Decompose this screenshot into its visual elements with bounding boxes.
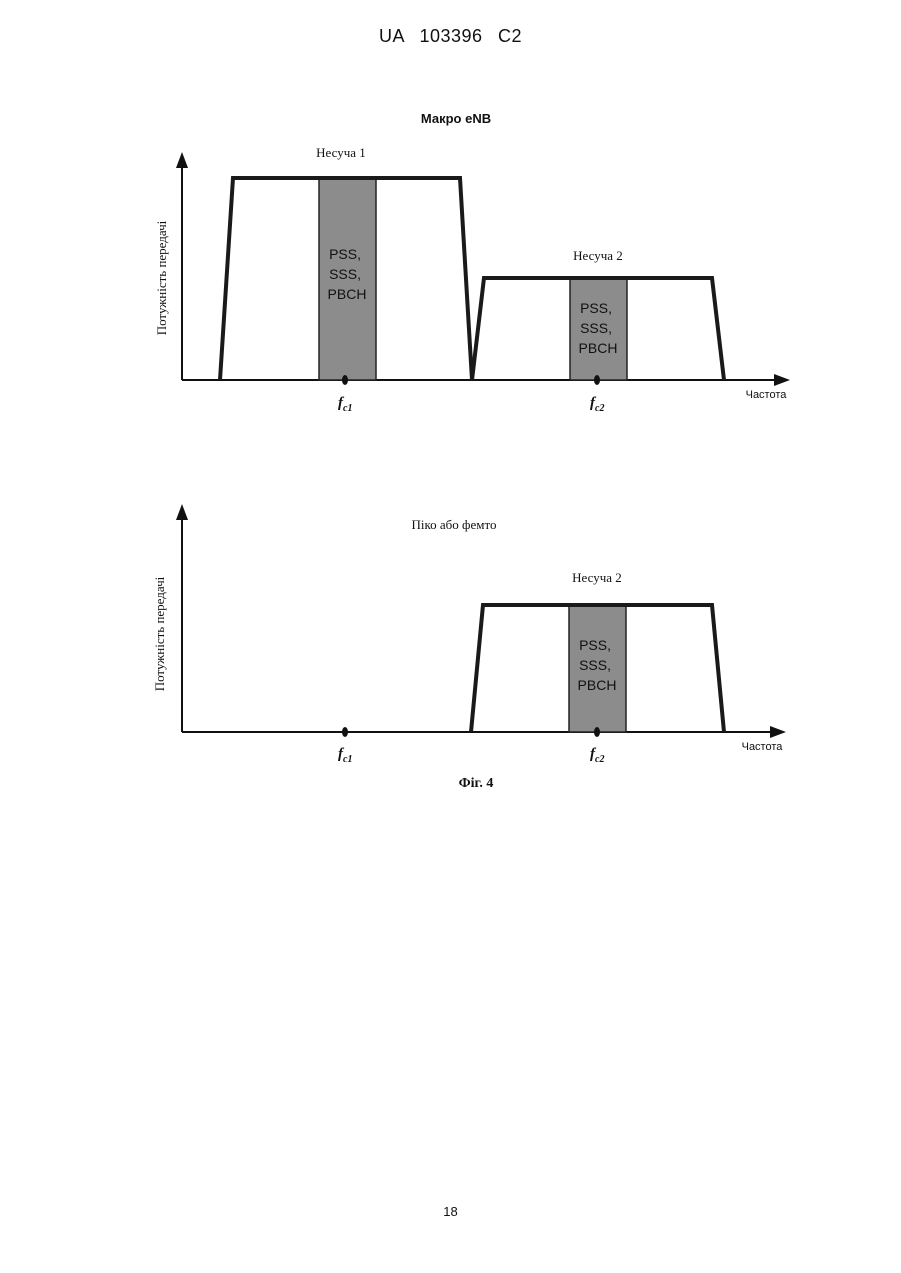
- macro-enb-x-axis-label: Частота: [746, 389, 788, 401]
- pico-femto-chart-title: Піко або фемто: [412, 517, 497, 532]
- pico-femto-fc2-tick-label: fc2: [590, 746, 604, 765]
- macro-enb-carrier-2-band-label: PSS, SSS, PBCH: [579, 300, 618, 356]
- pico-femto-carrier-2-band-label: PSS, SSS, PBCH: [578, 637, 617, 693]
- macro-enb-fc1-marker: [342, 375, 348, 385]
- pico-femto-carrier-2-label: Несуча 2: [572, 570, 622, 585]
- macro-enb-y-axis-label: Потужність передачі: [154, 220, 169, 335]
- macro-enb-y-axis-arrow: [176, 152, 188, 168]
- macro-enb-chart-title: Макро eNB: [421, 111, 491, 126]
- macro-enb-chart: Макро eNB Потужність передачі Частота PS…: [154, 111, 790, 414]
- pico-femto-y-axis-label: Потужність передачі: [152, 576, 167, 691]
- pico-femto-x-axis-label: Частота: [742, 741, 784, 753]
- macro-enb-fc2-marker: [594, 375, 600, 385]
- pico-femto-fc2-marker: [594, 727, 600, 737]
- macro-enb-x-axis-arrow: [774, 374, 790, 386]
- pico-femto-y-axis-arrow: [176, 504, 188, 520]
- pico-femto-fc1-marker: [342, 727, 348, 737]
- macro-enb-carrier-1-band-label: PSS, SSS, PBCH: [328, 246, 367, 302]
- pico-femto-chart: Піко або фемто Потужність передачі Часто…: [152, 504, 786, 765]
- macro-enb-carrier-1-label: Несуча 1: [316, 145, 366, 160]
- macro-enb-fc1-tick-label: fc1: [338, 395, 352, 414]
- macro-enb-fc2-tick-label: fc2: [590, 395, 604, 414]
- page-number: 18: [0, 1204, 901, 1219]
- figure-caption: Фіг. 4: [459, 776, 494, 791]
- pico-femto-fc1-tick-label: fc1: [338, 746, 352, 765]
- pico-femto-x-axis-arrow: [770, 726, 786, 738]
- macro-enb-carrier-2-label: Несуча 2: [573, 248, 623, 263]
